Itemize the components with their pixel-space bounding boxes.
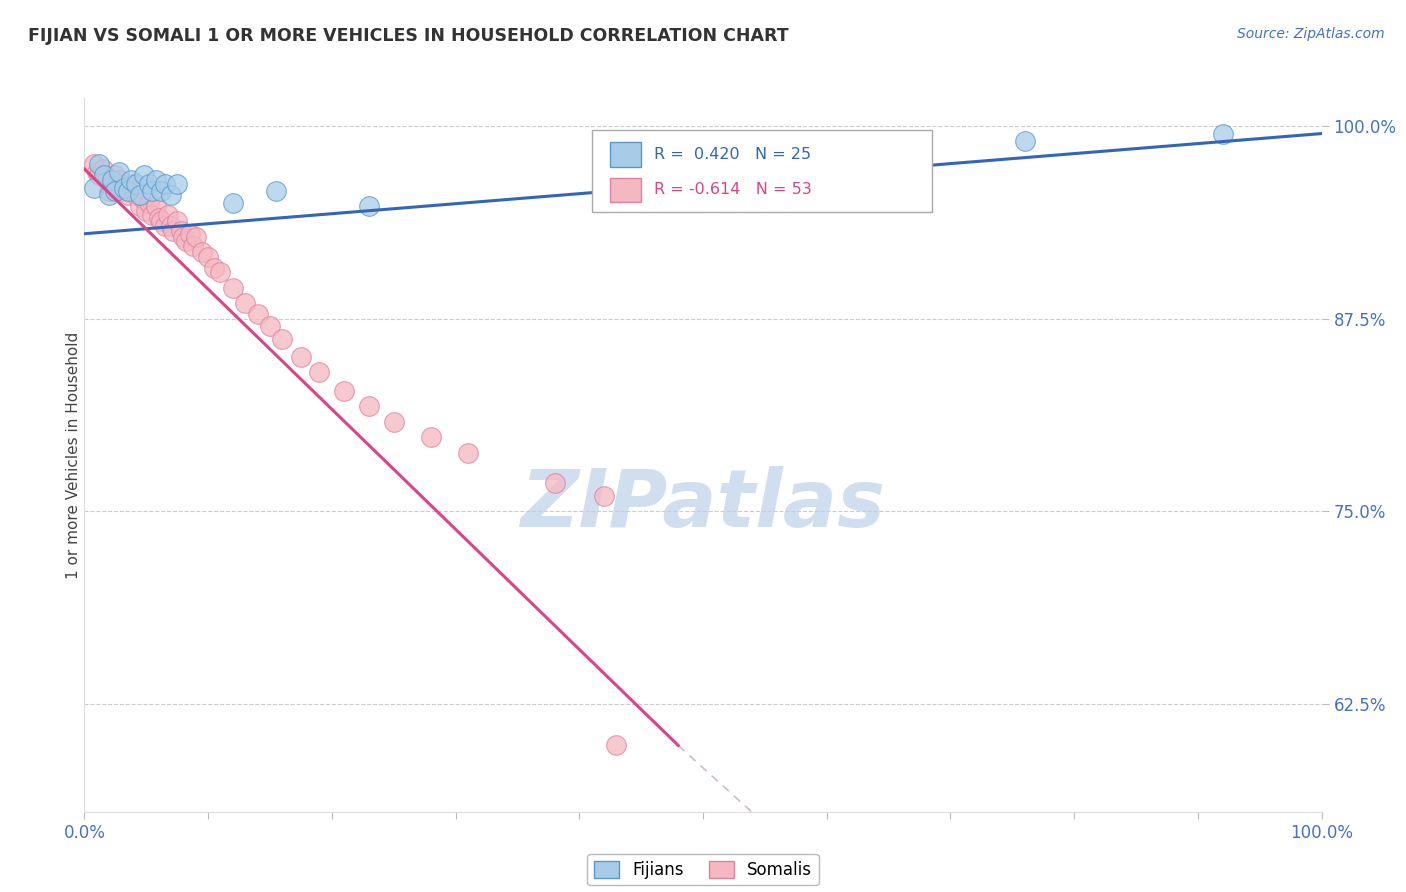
Point bbox=[83, 157, 105, 171]
Point bbox=[129, 188, 152, 202]
Point bbox=[222, 195, 245, 210]
Point bbox=[209, 265, 232, 279]
Point bbox=[157, 208, 180, 222]
Point bbox=[290, 350, 312, 364]
Point bbox=[153, 219, 176, 233]
Point bbox=[382, 415, 405, 429]
Point bbox=[419, 430, 441, 444]
Legend: Fijians, Somalis: Fijians, Somalis bbox=[588, 854, 818, 886]
Point bbox=[1014, 134, 1036, 148]
Point bbox=[98, 184, 121, 198]
Point bbox=[357, 400, 380, 414]
Point bbox=[357, 199, 380, 213]
Point bbox=[108, 173, 131, 187]
Point bbox=[166, 178, 188, 192]
Point bbox=[457, 445, 479, 459]
Point bbox=[98, 188, 121, 202]
Point bbox=[605, 739, 627, 753]
Point bbox=[179, 227, 201, 241]
Point bbox=[120, 178, 142, 192]
Point bbox=[145, 199, 167, 213]
FancyBboxPatch shape bbox=[592, 130, 932, 212]
Point bbox=[150, 184, 173, 198]
Point bbox=[104, 168, 127, 182]
Point bbox=[108, 165, 131, 179]
Text: R =  0.420   N = 25: R = 0.420 N = 25 bbox=[654, 147, 811, 162]
Point bbox=[170, 224, 193, 238]
Point bbox=[110, 180, 132, 194]
Text: R = -0.614   N = 53: R = -0.614 N = 53 bbox=[654, 183, 811, 197]
Point bbox=[117, 184, 139, 198]
Point bbox=[122, 184, 145, 198]
Point bbox=[333, 384, 356, 398]
Point bbox=[141, 208, 163, 222]
Point bbox=[246, 307, 269, 321]
Point bbox=[100, 178, 122, 192]
Point bbox=[141, 184, 163, 198]
Point bbox=[162, 224, 184, 238]
Point bbox=[191, 245, 214, 260]
Point bbox=[86, 165, 108, 179]
Point bbox=[129, 199, 152, 213]
Point bbox=[593, 489, 616, 503]
Point bbox=[264, 184, 287, 198]
Point bbox=[132, 193, 155, 207]
Point bbox=[135, 203, 157, 218]
Point bbox=[184, 230, 207, 244]
Point bbox=[160, 188, 183, 202]
Point bbox=[202, 260, 225, 275]
Point bbox=[120, 173, 142, 187]
Point bbox=[100, 173, 122, 187]
Point bbox=[148, 211, 170, 226]
Point bbox=[543, 476, 565, 491]
Point bbox=[91, 161, 114, 176]
Point bbox=[174, 235, 197, 249]
Text: Source: ZipAtlas.com: Source: ZipAtlas.com bbox=[1237, 27, 1385, 41]
Y-axis label: 1 or more Vehicles in Household: 1 or more Vehicles in Household bbox=[66, 331, 80, 579]
Text: FIJIAN VS SOMALI 1 OR MORE VEHICLES IN HOUSEHOLD CORRELATION CHART: FIJIAN VS SOMALI 1 OR MORE VEHICLES IN H… bbox=[28, 27, 789, 45]
Point bbox=[160, 219, 183, 233]
Point bbox=[271, 332, 294, 346]
FancyBboxPatch shape bbox=[610, 143, 641, 168]
Point bbox=[132, 168, 155, 182]
Point bbox=[125, 178, 148, 192]
Point bbox=[259, 319, 281, 334]
Point bbox=[89, 157, 111, 171]
Point bbox=[138, 195, 160, 210]
Point bbox=[125, 188, 148, 202]
Point bbox=[222, 281, 245, 295]
Point bbox=[172, 230, 194, 244]
Text: ZIPatlas: ZIPatlas bbox=[520, 466, 886, 544]
Point bbox=[145, 173, 167, 187]
Point bbox=[104, 184, 127, 198]
Point bbox=[1212, 127, 1234, 141]
Point bbox=[153, 178, 176, 192]
Point bbox=[150, 214, 173, 228]
Point bbox=[83, 180, 105, 194]
Point bbox=[112, 184, 135, 198]
Point bbox=[233, 296, 256, 310]
FancyBboxPatch shape bbox=[610, 178, 641, 202]
Point bbox=[93, 168, 115, 182]
Point bbox=[166, 214, 188, 228]
Point bbox=[117, 188, 139, 202]
Point bbox=[138, 178, 160, 192]
Point bbox=[181, 239, 204, 253]
Point bbox=[89, 168, 111, 182]
Point bbox=[197, 250, 219, 264]
Point bbox=[112, 180, 135, 194]
Point bbox=[96, 173, 118, 187]
Point bbox=[308, 366, 330, 380]
